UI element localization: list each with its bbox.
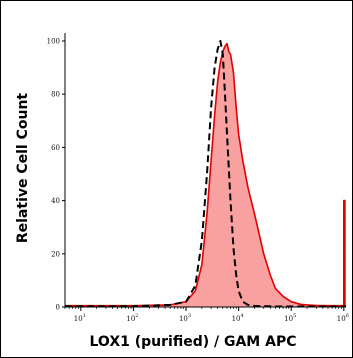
x-axis-ticks: 101 102 103 104 105 106 bbox=[64, 307, 349, 323]
x-tick-label: 101 bbox=[74, 313, 86, 323]
y-tick-label: 20 bbox=[51, 250, 60, 258]
y-axis-label: Relative Cell Count bbox=[15, 93, 31, 244]
x-tick-label: 104 bbox=[232, 313, 244, 323]
x-tick-label: 105 bbox=[284, 313, 296, 323]
x-tick-label: 102 bbox=[126, 313, 138, 323]
control-histogram-line bbox=[65, 40, 346, 308]
y-tick-label: 60 bbox=[51, 144, 60, 152]
y-tick-label: 40 bbox=[51, 197, 60, 205]
x-axis-label: LOX1 (purified) / GAM APC bbox=[90, 334, 297, 350]
x-tick-label: 106 bbox=[337, 313, 349, 323]
stained-histogram-line bbox=[65, 42, 346, 307]
stained-histogram-fill bbox=[65, 43, 346, 307]
y-tick-label: 100 bbox=[47, 37, 60, 45]
x-tick-label: 103 bbox=[179, 313, 191, 323]
y-axis-ticks: 0 20 40 60 80 100 bbox=[47, 37, 65, 312]
plot-area bbox=[64, 33, 346, 308]
y-tick-label: 80 bbox=[51, 91, 60, 99]
y-tick-label: 0 bbox=[56, 304, 60, 312]
